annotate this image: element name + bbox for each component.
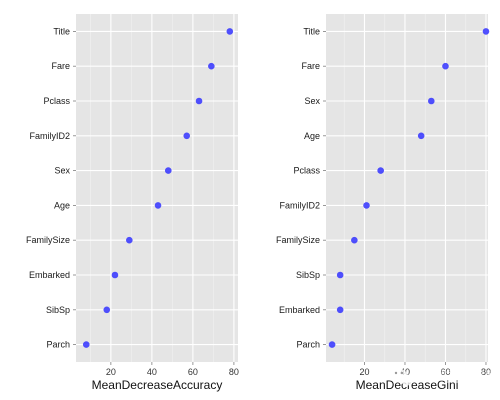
data-point [363, 202, 370, 209]
data-point [154, 202, 162, 209]
data-point [417, 132, 425, 140]
y-category-label: Pclass [43, 96, 70, 106]
data-point [103, 306, 111, 314]
y-category-label: Fare [51, 61, 70, 71]
x-tick-label: 80 [229, 367, 239, 377]
y-category-label: Pclass [293, 166, 320, 176]
data-point [111, 271, 119, 279]
y-category-label: Fare [301, 61, 320, 71]
y-category-label: Age [304, 131, 320, 141]
x-tick-label: 80 [481, 367, 491, 377]
watermark-text: R语言数据部落 [416, 368, 496, 383]
y-category-label: Age [54, 200, 70, 210]
x-tick-label: 40 [147, 367, 157, 377]
y-category-label: Embarked [279, 305, 320, 315]
y-category-label: Parch [46, 340, 70, 350]
x-tick-label: 60 [440, 367, 450, 377]
y-category-label: FamilyID2 [279, 200, 320, 210]
data-point [377, 167, 384, 174]
data-point [164, 167, 172, 174]
data-point [208, 62, 215, 70]
y-category-label: SibSp [296, 270, 320, 280]
y-category-label: Sex [54, 166, 70, 176]
y-category-label: FamilySize [276, 235, 320, 245]
wechat-logo-icon [391, 368, 414, 386]
y-category-label: Sex [304, 96, 320, 106]
plot-background [76, 14, 238, 362]
watermark: R语言数据部落 [391, 368, 496, 386]
data-point [226, 28, 234, 35]
x-tick-label: 20 [359, 367, 369, 377]
y-category-label: Title [303, 26, 320, 36]
data-point [82, 341, 90, 348]
x-tick-label: 20 [106, 367, 116, 377]
x-axis-title: MeanDecreaseAccuracy [92, 378, 223, 392]
y-category-label: FamilySize [26, 235, 70, 245]
data-point [482, 28, 490, 35]
y-category-label: SibSp [46, 305, 70, 315]
panel-mean-decrease-gini: 20406080TitleFareSexAgePclassFamilyID2Fa… [276, 14, 491, 392]
data-point [328, 341, 336, 348]
data-point [351, 236, 358, 244]
data-point [336, 271, 344, 279]
data-point [428, 97, 435, 105]
data-point [336, 306, 344, 314]
data-point [442, 62, 449, 70]
y-category-label: Parch [296, 340, 320, 350]
plot-background [326, 14, 488, 362]
data-point [126, 236, 133, 244]
x-tick-label: 60 [188, 367, 198, 377]
y-category-label: Embarked [29, 270, 70, 280]
y-category-label: Title [53, 26, 70, 36]
panel-mean-decrease-accuracy: 20 40 60 80 Title Fare Pclass FamilyID2 Sex Age Fa… [26, 14, 239, 392]
data-point [195, 97, 203, 105]
y-category-label: FamilyID2 [29, 131, 70, 141]
data-point [183, 132, 191, 140]
